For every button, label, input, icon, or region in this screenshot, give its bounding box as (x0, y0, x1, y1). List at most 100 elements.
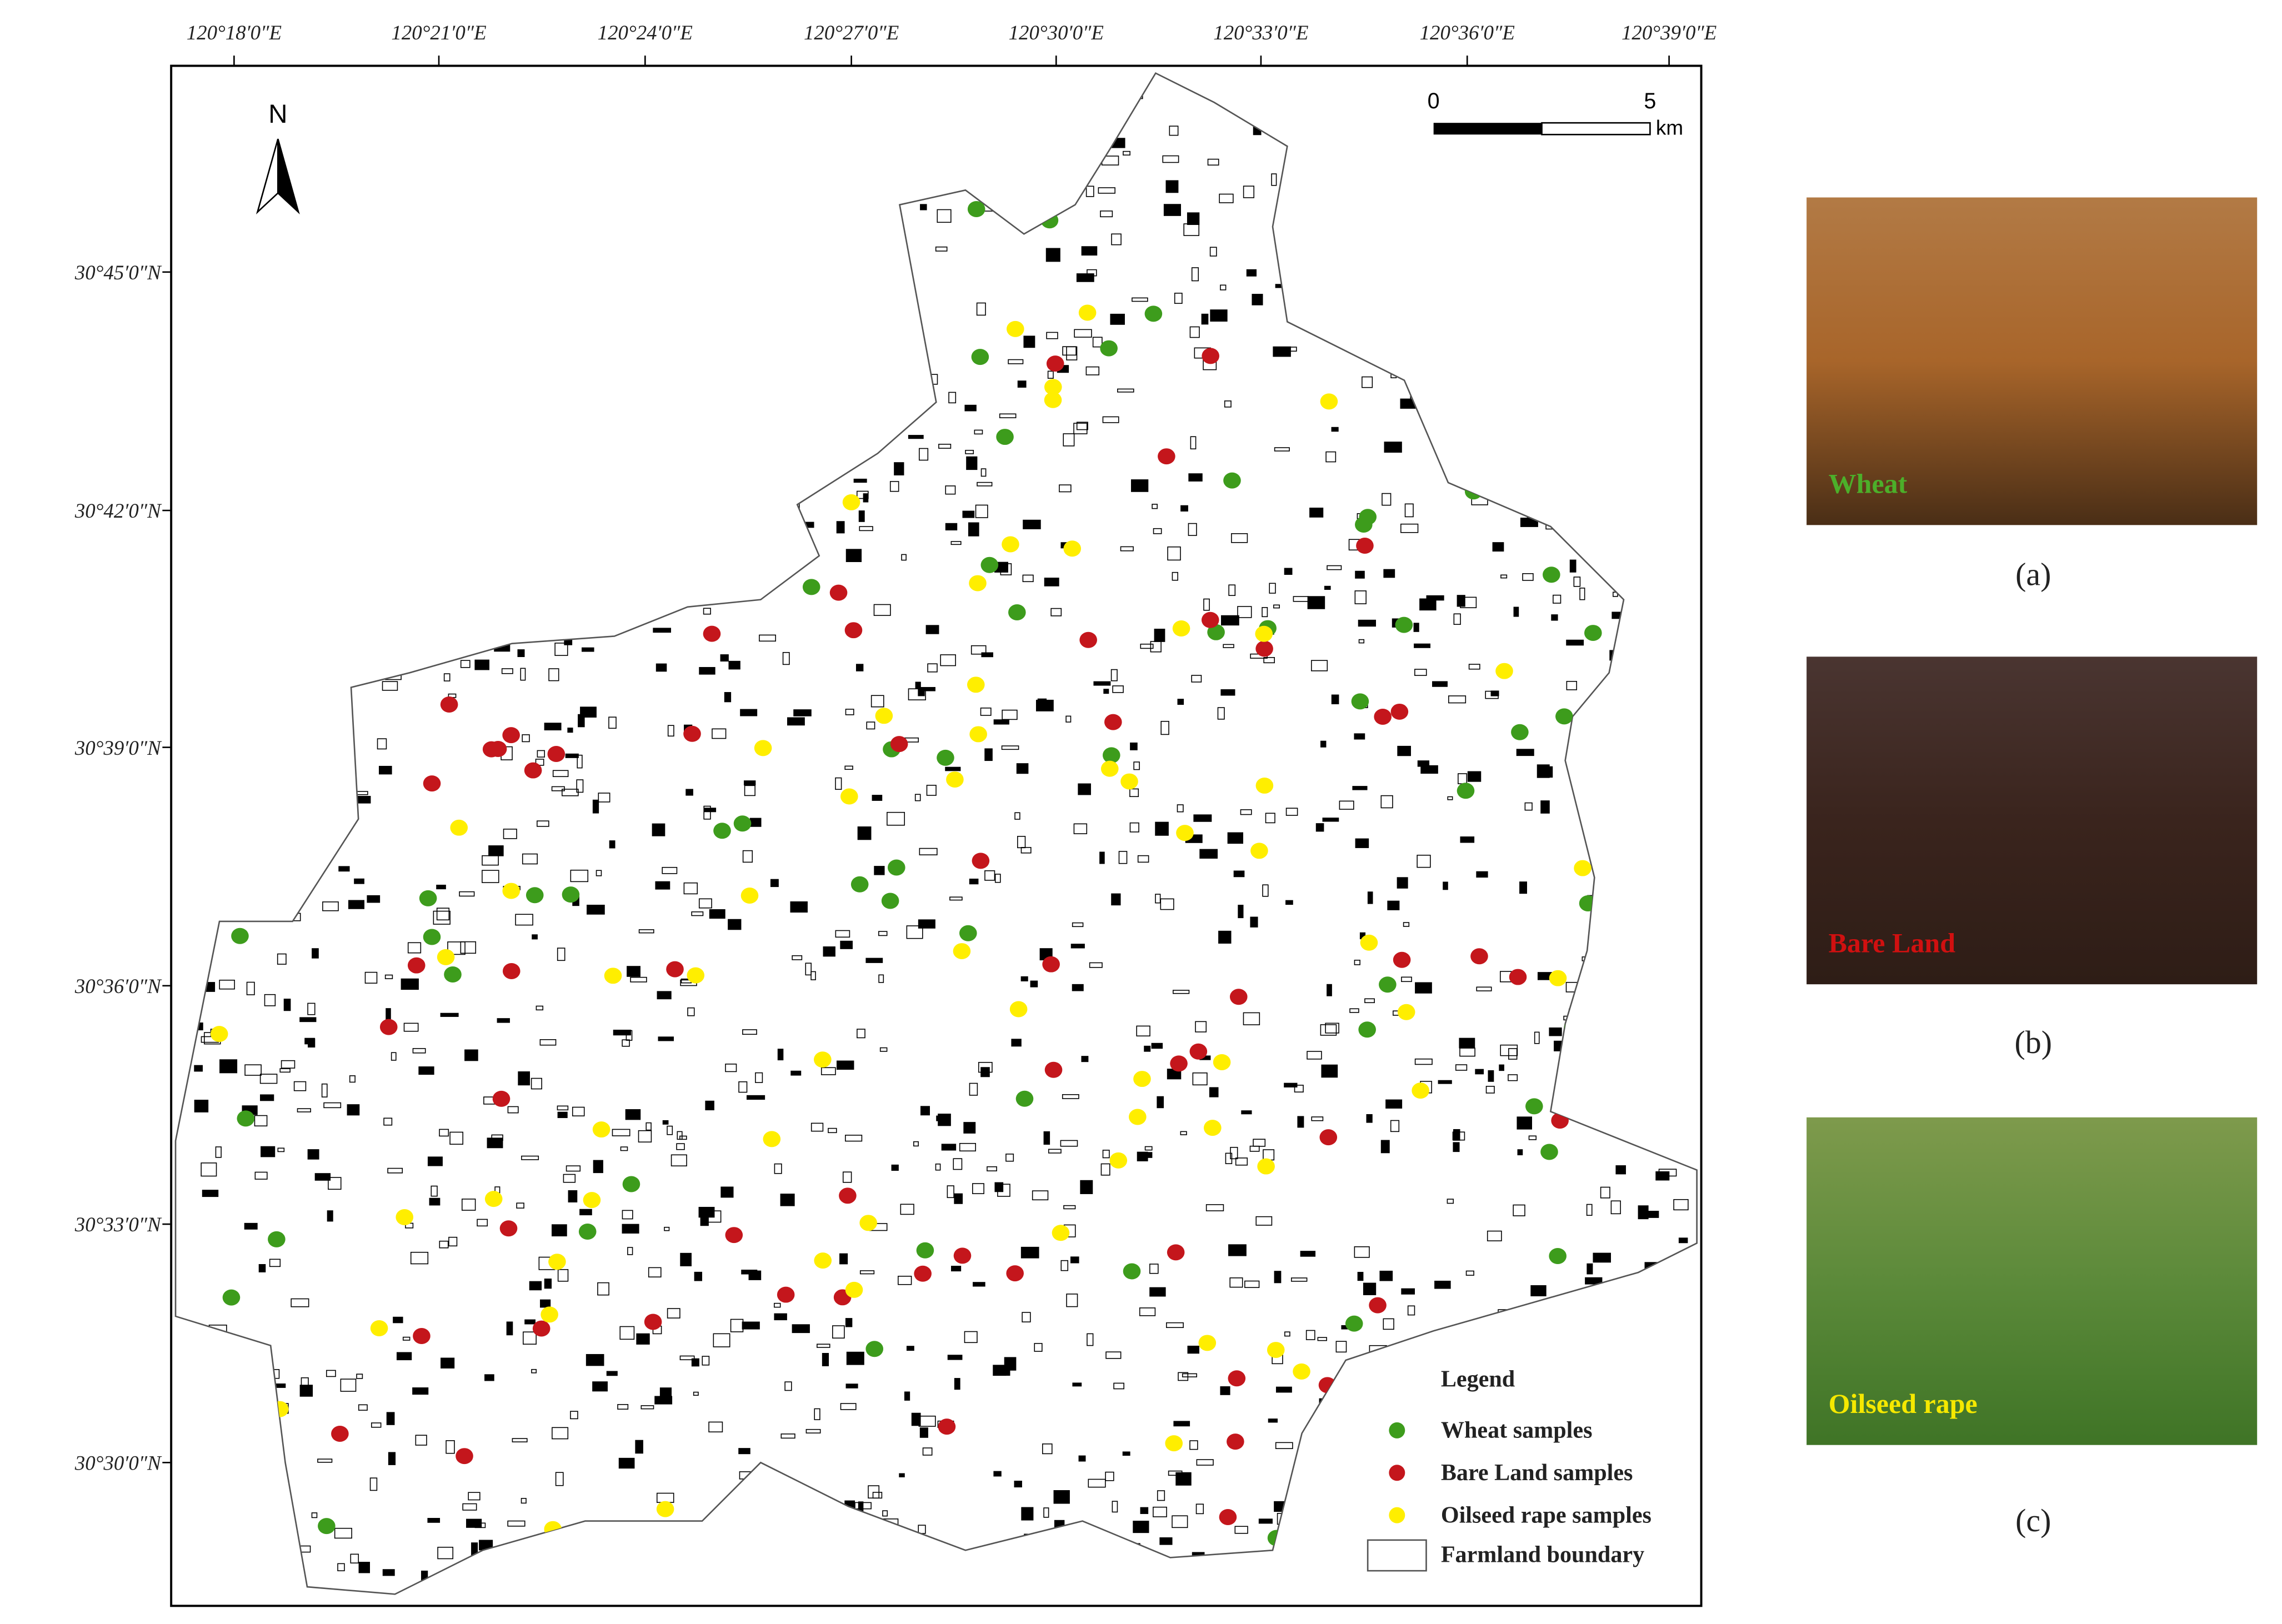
field (617, 1404, 629, 1410)
field (693, 1391, 699, 1396)
field (774, 1302, 781, 1308)
field (563, 1174, 576, 1183)
field (1569, 559, 1577, 573)
field (1001, 745, 1019, 750)
sample-point (1009, 1001, 1028, 1017)
field (1322, 818, 1339, 822)
field (388, 1452, 396, 1465)
field (491, 1134, 503, 1141)
field (1673, 1199, 1689, 1211)
field (1173, 1421, 1190, 1427)
field (1233, 870, 1245, 878)
field (1400, 523, 1419, 533)
field (713, 1333, 730, 1347)
sample-point (210, 1026, 228, 1042)
field (1195, 1021, 1207, 1032)
field (1285, 808, 1298, 816)
field (940, 654, 956, 666)
field (865, 958, 883, 963)
field (676, 1143, 685, 1150)
field (503, 829, 517, 839)
sample-point (1176, 825, 1194, 841)
field (1157, 1096, 1164, 1109)
field (356, 1374, 363, 1379)
field (1159, 1537, 1173, 1545)
field (1207, 158, 1219, 166)
field (638, 929, 654, 934)
field (1355, 570, 1365, 579)
field (460, 660, 471, 668)
field (1218, 930, 1232, 944)
field (1178, 1372, 1189, 1381)
field (595, 870, 602, 876)
field (518, 1071, 531, 1086)
field (738, 1448, 750, 1455)
latitude-label: 30°33′0″N (74, 1213, 162, 1236)
field (1258, 1518, 1273, 1524)
sample-point (859, 1215, 877, 1231)
sample-point (1207, 624, 1225, 640)
sample-point (407, 957, 426, 974)
field (439, 1129, 449, 1137)
sample-point (318, 1518, 336, 1535)
field (968, 522, 979, 537)
field (792, 955, 803, 960)
field (1331, 694, 1339, 704)
field (1173, 990, 1190, 994)
field (570, 1411, 578, 1420)
field (544, 1279, 552, 1289)
legend-label: Farmland boundary (1441, 1541, 1644, 1567)
field (1275, 1442, 1293, 1449)
field (277, 1147, 285, 1152)
map-frame (170, 64, 1703, 1607)
field (1530, 1285, 1547, 1296)
sample-point (703, 625, 721, 642)
field (1255, 1216, 1273, 1226)
field (349, 1075, 356, 1083)
sample-point (526, 887, 544, 904)
field (1401, 976, 1412, 983)
sample-point (953, 1247, 972, 1264)
field (926, 785, 937, 796)
field (901, 554, 907, 561)
sample-point (953, 943, 971, 960)
field (410, 1251, 429, 1265)
field (667, 1308, 680, 1319)
field (507, 1106, 519, 1114)
field (460, 941, 477, 954)
field (1524, 802, 1533, 811)
field (299, 1017, 317, 1022)
field (1476, 986, 1492, 991)
field (570, 869, 589, 883)
field (1020, 847, 1032, 854)
field (1063, 1205, 1076, 1210)
field (446, 1440, 455, 1454)
field (973, 1282, 985, 1287)
field (1160, 898, 1174, 910)
field (393, 1316, 403, 1324)
field (1658, 1169, 1677, 1177)
field (782, 651, 790, 665)
sample-point (1063, 540, 1082, 557)
field (1073, 823, 1088, 834)
field (720, 1186, 734, 1198)
sample-point (502, 963, 521, 979)
field (487, 1137, 503, 1149)
sample-point (541, 1306, 558, 1323)
photo-label: Wheat (1829, 468, 1908, 499)
field (1273, 604, 1280, 609)
field (1331, 427, 1339, 432)
field (427, 1518, 441, 1523)
field (482, 870, 499, 883)
field (254, 1171, 268, 1180)
field (1307, 596, 1325, 609)
field (1163, 204, 1181, 216)
sample-point (1549, 970, 1567, 986)
field (793, 709, 812, 716)
field (1397, 745, 1411, 756)
field (1615, 1165, 1626, 1175)
field (709, 909, 725, 919)
field (1110, 313, 1125, 325)
field (1182, 1373, 1198, 1377)
field (371, 1422, 382, 1428)
